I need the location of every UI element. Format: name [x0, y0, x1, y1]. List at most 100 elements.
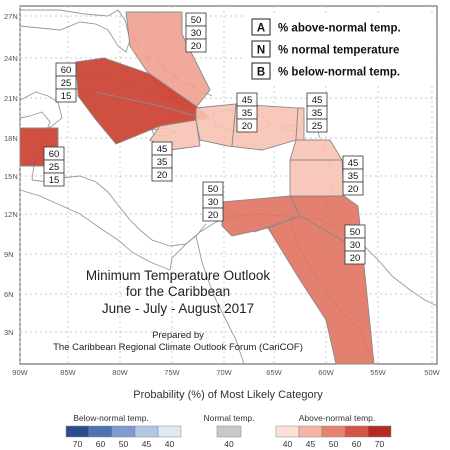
legend-normal-label: 40 — [224, 439, 234, 449]
legend-below-swatch — [88, 425, 113, 438]
value-cell — [344, 250, 366, 265]
title-line-2: for the Caribbean — [126, 284, 230, 299]
legend-below-label: 45 — [142, 439, 152, 449]
lon-tick-label: 90W — [12, 368, 28, 377]
title-line-1: Minimum Temperature Outlook — [86, 268, 271, 283]
value-cell-text: 25 — [49, 162, 60, 173]
value-cell — [151, 167, 173, 182]
lat-tick-label: 18N — [4, 134, 18, 143]
lat-tick-label: 6N — [4, 290, 14, 299]
value-cell-text: 20 — [242, 121, 253, 132]
category-key: A % above-normal temp. N % normal temperatu… — [245, 13, 435, 85]
legend-above-swatch — [367, 425, 392, 438]
value-cell-text: 30 — [208, 197, 219, 208]
longitude-labels: 90W 85W 80W 75W 70W 65W 60W 55W 50W — [12, 368, 440, 377]
lon-tick-label: 75W — [164, 368, 180, 377]
key-letter-box — [251, 40, 271, 58]
value-cell-text: 35 — [242, 108, 253, 119]
value-cell-text: 60 — [61, 65, 72, 76]
key-letter: N — [257, 45, 265, 57]
value-cell-text: 45 — [242, 95, 253, 106]
lon-tick-label: 65W — [266, 368, 282, 377]
legend-below-title: Below-normal temp. — [73, 413, 149, 423]
legend-above-label: 60 — [352, 439, 362, 449]
prepared-by: Prepared by — [152, 330, 204, 341]
value-cell-text: 20 — [350, 253, 361, 264]
value-cell-text: 45 — [157, 144, 168, 155]
value-cell — [202, 207, 224, 222]
value-cell-text: 60 — [49, 149, 60, 160]
value-cell-text: 25 — [312, 121, 323, 132]
value-cell-text: 30 — [350, 240, 361, 251]
value-cell-text: 30 — [191, 28, 202, 39]
value-cell-text: 35 — [157, 157, 168, 168]
divider-cuba — [95, 91, 197, 117]
title-line-3: June - July - August 2017 — [102, 301, 254, 316]
legend-above-swatch — [275, 425, 300, 438]
value-cell-text: 50 — [208, 184, 219, 195]
key-description: % above-normal temp. — [278, 23, 401, 35]
value-cell — [236, 118, 258, 133]
value-cell — [43, 172, 65, 187]
south-america-inland — [195, 235, 245, 365]
value-cell-text: 50 — [191, 15, 202, 26]
value-box-puerto-rico-vi: 45 35 25 — [306, 92, 328, 133]
value-cell-text: 35 — [312, 108, 323, 119]
value-cell — [55, 88, 77, 103]
key-letter: A — [257, 23, 265, 35]
value-cell-text: 35 — [348, 171, 359, 182]
lat-tick-label: 9N — [4, 250, 14, 259]
legend-above-swatch — [298, 425, 323, 438]
lat-tick-label: 15N — [4, 172, 18, 181]
value-box-bahamas: 50 30 20 — [185, 12, 207, 53]
divider-hispaniola — [231, 103, 237, 147]
value-cell-text: 45 — [312, 95, 323, 106]
central-america-coast — [31, 175, 207, 247]
value-cell-text: 15 — [49, 175, 60, 186]
prepared-by-org: The Caribbean Regional Climate Outlook F… — [53, 342, 303, 353]
lat-tick-label: 21N — [4, 94, 18, 103]
legend-above-swatch — [321, 425, 346, 438]
value-cell-text: 50 — [350, 227, 361, 238]
lat-tick-label: 3N — [4, 328, 14, 337]
legend-below-swatch — [157, 425, 182, 438]
divider-guianas — [253, 215, 357, 249]
value-cell-text: 25 — [61, 78, 72, 89]
value-cell — [342, 181, 364, 196]
legend-above-label: 50 — [329, 439, 339, 449]
value-box-belize: 60 25 15 — [43, 146, 65, 187]
value-cell-text: 45 — [348, 158, 359, 169]
key-background — [245, 13, 435, 85]
legend-above-swatch — [344, 425, 369, 438]
value-cell — [185, 38, 207, 53]
legend-above-title: Above-normal temp. — [299, 413, 376, 423]
florida-coast — [19, 9, 131, 53]
key-letter-box — [251, 62, 271, 80]
legend-below-label: 70 — [73, 439, 83, 449]
legend-below-label: 40 — [165, 439, 175, 449]
legend-heading: Probability (%) of Most Likely Category — [133, 389, 323, 401]
lon-tick-label: 80W — [112, 368, 128, 377]
value-cell-text: 20 — [157, 170, 168, 181]
legend-below-swatch — [134, 425, 159, 438]
lon-tick-label: 55W — [370, 368, 386, 377]
legend-above-label: 70 — [375, 439, 385, 449]
key-description: % below-normal temp. — [278, 67, 400, 79]
value-box-abc-islands: 50 30 20 — [202, 181, 224, 222]
lon-tick-label: 60W — [318, 368, 334, 377]
lat-tick-label: 24N — [4, 54, 18, 63]
legend-normal-title: Normal temp. — [203, 413, 254, 423]
central-america-pacific — [19, 189, 171, 271]
key-description: % normal temperature — [278, 45, 399, 57]
lat-tick-label: 12N — [4, 210, 18, 219]
value-box-lesser-antilles: 45 35 20 — [342, 155, 364, 196]
region-value-boxes: 50 30 20 60 25 15 60 25 15 45 35 20 45 35 20 45 35 25 45 35… — [43, 12, 366, 265]
value-cell — [306, 118, 328, 133]
lon-tick-label: 85W — [60, 368, 76, 377]
lon-tick-label: 50W — [424, 368, 440, 377]
legend-below-swatch — [65, 425, 90, 438]
lon-tick-label: 70W — [216, 368, 232, 377]
value-box-guianas: 50 30 20 — [344, 224, 366, 265]
lat-tick-label: 27N — [4, 12, 18, 21]
